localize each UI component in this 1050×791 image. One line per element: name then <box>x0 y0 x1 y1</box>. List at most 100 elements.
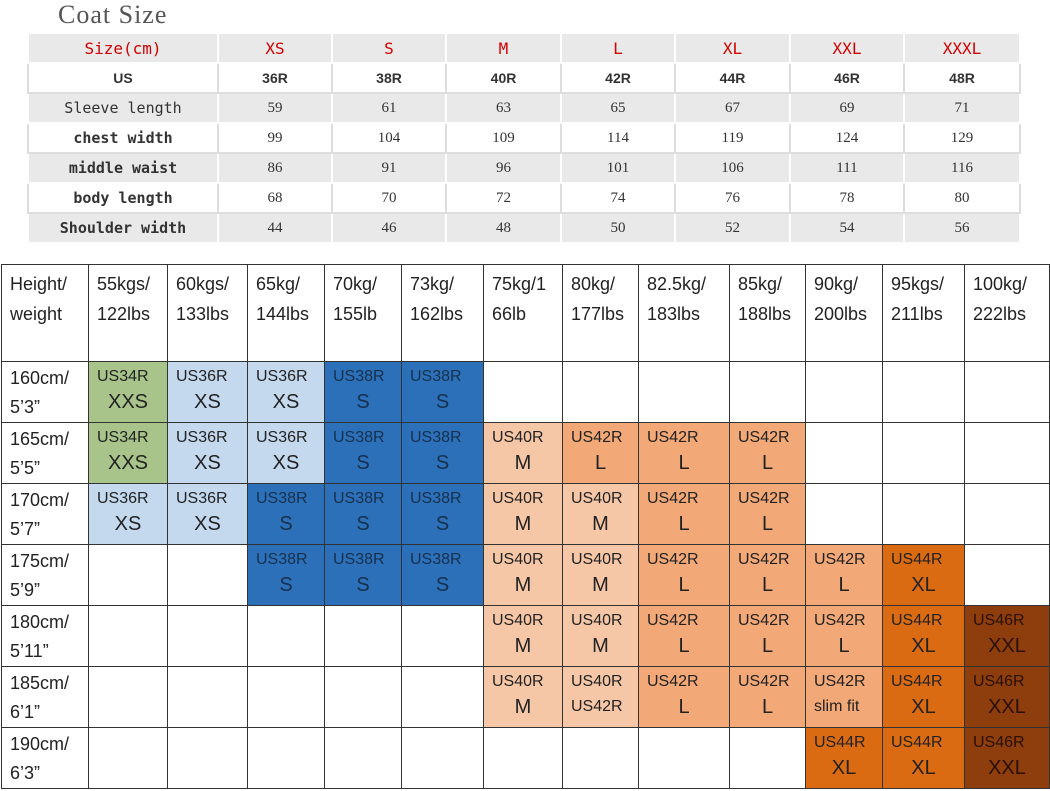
fit-size-cell: US46R XXL <box>964 727 1050 789</box>
fit-size-cell: US46R XXL <box>964 605 1050 667</box>
fit-empty-cell <box>562 361 639 423</box>
weight-label: 211lbs <box>891 304 943 324</box>
fit-size-cell: US38R S <box>324 544 402 606</box>
size-header-cell: L <box>560 32 676 64</box>
size-value-cell: 36R <box>217 62 333 94</box>
fit-header-row: Height/weight 55kgs/122lbs 60kgs/133lbs 65k… <box>1 264 1050 362</box>
height-label: 165cm/ <box>10 429 70 449</box>
corner-label: weight <box>10 304 63 324</box>
size-value-cell: 46R <box>789 62 905 94</box>
weight-label: 65kg/ <box>256 274 301 294</box>
fit-empty-cell <box>324 605 402 667</box>
size-value-cell: 109 <box>445 122 562 154</box>
size-value-cell: 68 <box>217 182 333 214</box>
size-value-cell: 101 <box>560 152 676 184</box>
weight-label: 133lbs <box>176 304 230 324</box>
size-header-label: Size(cm) <box>27 32 219 64</box>
letter-size-label: XS <box>194 513 221 535</box>
letter-size-label: XS <box>194 452 221 474</box>
us-size-label: US38R <box>410 551 462 568</box>
size-value-cell: 99 <box>217 122 333 154</box>
size-value-cell: 70 <box>331 182 447 214</box>
letter-size-label: L <box>678 574 690 596</box>
us-size-label: US36R <box>176 490 228 507</box>
us-size-label: US44R <box>891 551 943 568</box>
fit-size-cell: US44R XL <box>805 727 883 789</box>
height-header-cell: 180cm/5’11” <box>1 605 89 667</box>
fit-size-cell: US34R XXS <box>88 361 168 423</box>
weight-header-cell: 80kg/177lbs <box>562 264 639 362</box>
letter-size-label: L <box>761 452 774 474</box>
fit-size-cell: US44R XL <box>882 544 965 606</box>
letter-size-label: L <box>761 635 774 657</box>
fit-empty-cell <box>88 666 168 728</box>
height-label: 6’3” <box>10 763 41 783</box>
weight-header-cell: 70kg/155lb <box>324 264 402 362</box>
fit-size-cell: US38R S <box>401 361 484 423</box>
size-value-cell: 46 <box>331 212 447 244</box>
fit-size-cell: US38R S <box>324 483 402 545</box>
fit-size-cell: US42R L <box>729 422 806 484</box>
us-size-label: US42R <box>647 551 699 568</box>
us-size-label: US44R <box>891 673 943 690</box>
letter-size-label: S <box>435 513 450 535</box>
us-size-label: US42R <box>738 490 790 507</box>
fit-empty-cell <box>964 361 1050 423</box>
height-header-cell: 160cm/5’3” <box>1 361 89 423</box>
weight-label: 66lb <box>492 304 527 324</box>
fit-empty-cell <box>638 727 730 789</box>
fit-size-cell: US40R M <box>483 605 563 667</box>
fit-size-cell: US42R L <box>638 666 730 728</box>
weight-label: 155lb <box>333 304 378 324</box>
coat-size-table: Size(cm) XS S M L XL XXL XXXL US 36R 38R 40R 42R 44R 4… <box>27 32 1021 244</box>
us-size-label: US36R <box>256 429 308 446</box>
letter-size-label: M <box>592 513 609 535</box>
fit-size-cell: US36R XS <box>167 483 248 545</box>
us-size-label: US40R <box>571 490 623 507</box>
letter-size-label: L <box>838 574 850 596</box>
size-value-cell: 106 <box>674 152 791 184</box>
size-value-cell: 48R <box>903 62 1021 94</box>
fit-empty-cell <box>247 666 325 728</box>
weight-label: 188lbs <box>738 304 792 324</box>
size-value-cell: 72 <box>445 182 562 214</box>
weight-label: 183lbs <box>647 304 701 324</box>
fit-size-cell: US44R XL <box>882 666 965 728</box>
size-table-row: chest width 99 104 109 114 119 124 129 <box>27 122 1021 154</box>
us-size-label: US36R <box>97 490 149 507</box>
fit-size-cell: US38R S <box>401 544 484 606</box>
fit-size-cell: US36R XS <box>167 422 248 484</box>
size-value-cell: 78 <box>789 182 905 214</box>
fit-size-cell: US42R L <box>638 605 730 667</box>
size-value-cell: 42R <box>560 62 676 94</box>
us-size-label: US42R <box>647 673 699 690</box>
letter-size-label: XS <box>194 391 221 413</box>
us-size-label: US42R <box>571 429 623 446</box>
fit-size-cell: US36R XS <box>247 422 325 484</box>
size-table-row: Sleeve length 59 61 63 65 67 69 71 <box>27 92 1021 124</box>
weight-header-cell: 100kg/222lbs <box>964 264 1050 362</box>
fit-size-cell: US42R L <box>638 544 730 606</box>
height-label: 180cm/ <box>10 612 70 632</box>
height-label: 190cm/ <box>10 734 70 754</box>
letter-size-label: XS <box>272 391 300 413</box>
us-size-label: US46R <box>973 673 1025 690</box>
size-value-cell: 119 <box>674 122 791 154</box>
height-header-cell: 170cm/5’7” <box>1 483 89 545</box>
size-row-label: chest width <box>27 122 219 154</box>
fit-size-cell: US40R M <box>483 544 563 606</box>
us-size-label: US42R <box>738 612 790 629</box>
weight-label: 95kgs/ <box>891 274 945 294</box>
letter-size-label: XL <box>911 635 936 657</box>
us-size-label: US34R <box>97 368 149 385</box>
weight-label: 75kg/1 <box>492 274 547 294</box>
fit-size-cell: US42R L <box>729 544 806 606</box>
letter-size-label: S <box>356 391 370 413</box>
corner-cell: Height/weight <box>1 264 89 362</box>
letter-size-label: XXS <box>107 452 149 474</box>
letter-size-label: XL <box>831 757 857 779</box>
letter-size-label: L <box>678 513 690 535</box>
fit-size-cell: US42R L <box>729 483 806 545</box>
fit-row: 160cm/5’3” US34R XXS US36R XS US36R XS US38R S US… <box>1 361 1050 423</box>
letter-size-label: M <box>592 574 609 596</box>
